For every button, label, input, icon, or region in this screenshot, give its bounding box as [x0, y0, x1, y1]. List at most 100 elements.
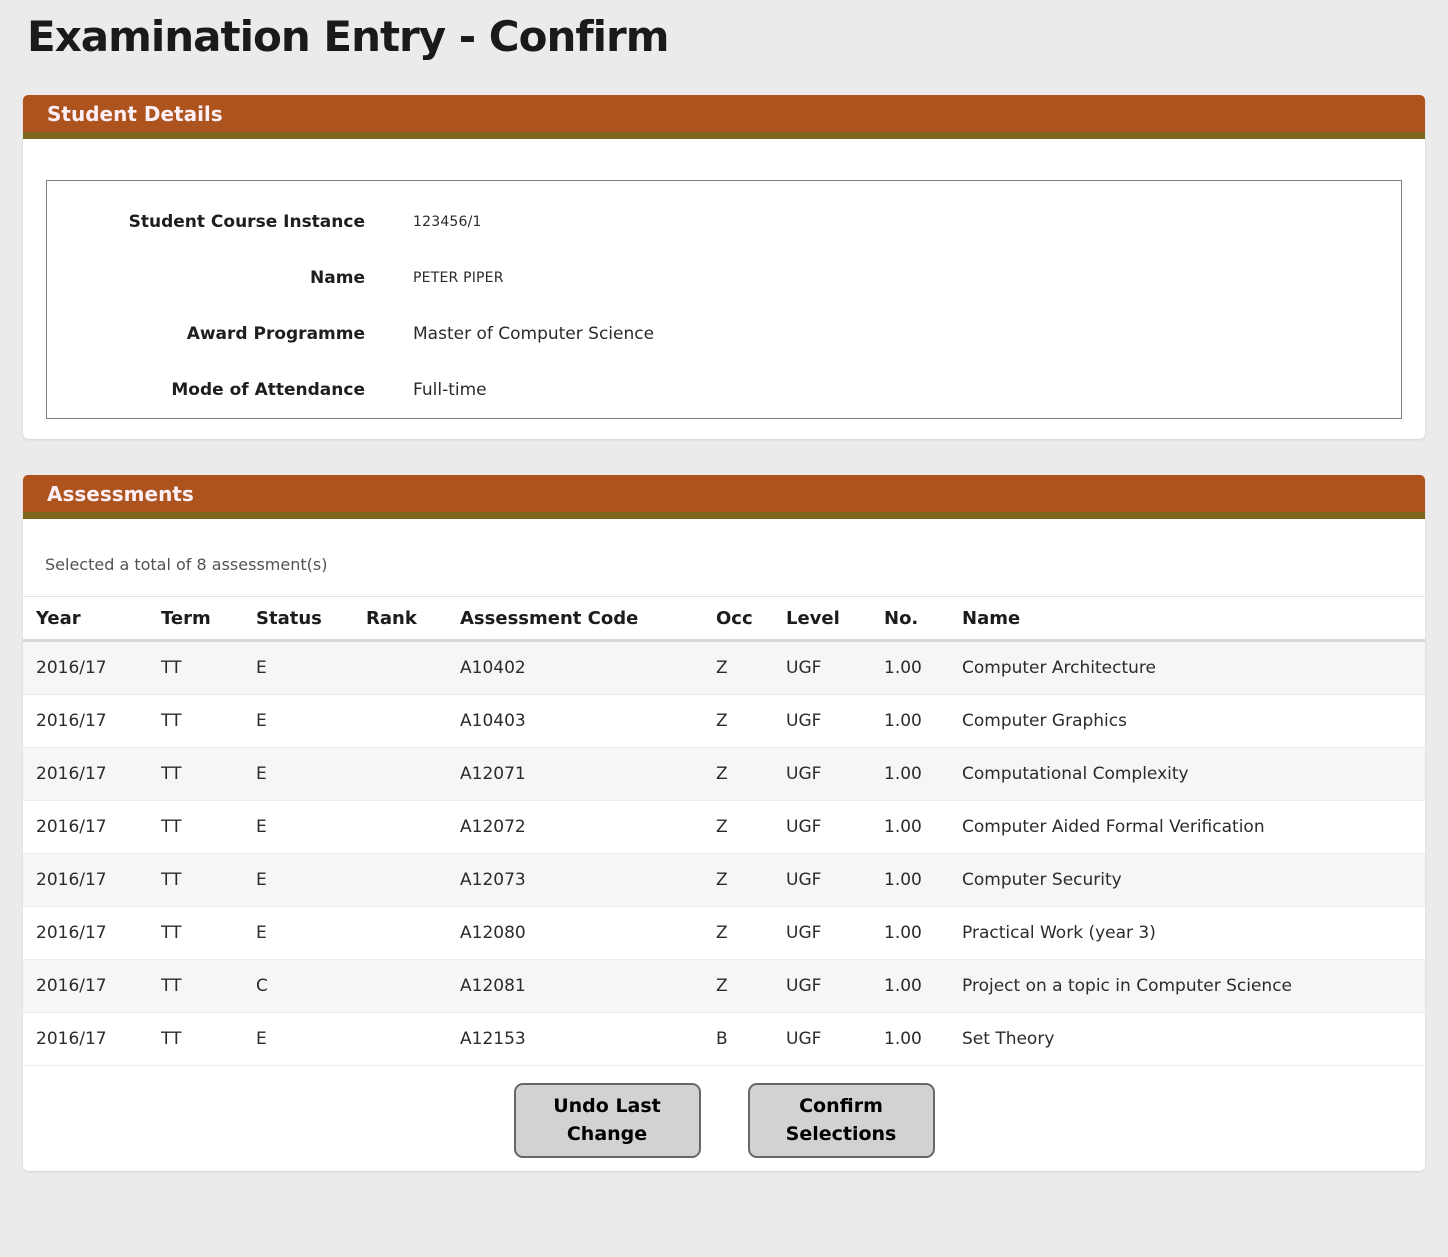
- cell-name: Project on a topic in Computer Science: [962, 976, 1293, 996]
- cell-level: UGF: [786, 658, 822, 678]
- cell-status: C: [256, 976, 268, 996]
- cell-occ: B: [716, 1029, 728, 1049]
- cell-status: E: [256, 870, 267, 890]
- column-header-year: Year: [36, 607, 81, 629]
- student-details-body: Student Course Instance 123456/1 Name PE…: [23, 139, 1425, 439]
- cell-level: UGF: [786, 711, 822, 731]
- cell-no: 1.00: [884, 870, 922, 890]
- cell-term: TT: [161, 817, 182, 837]
- cell-year: 2016/17: [36, 870, 107, 890]
- column-header-occ: Occ: [716, 607, 753, 629]
- cell-year: 2016/17: [36, 764, 107, 784]
- field-value: Master of Computer Science: [413, 324, 655, 344]
- assessments-panel: Assessments Selected a total of 8 assess…: [23, 475, 1425, 1172]
- table-row: 2016/17 TT E A12080 Z UGF 1.00 Practical…: [23, 907, 1425, 960]
- cell-term: TT: [161, 711, 182, 731]
- cell-level: UGF: [786, 870, 822, 890]
- cell-occ: Z: [716, 817, 728, 837]
- cell-occ: Z: [716, 923, 728, 943]
- cell-no: 1.00: [884, 764, 922, 784]
- cell-assessment-code: A12153: [460, 1029, 526, 1049]
- assessments-table-header: Year Term Status Rank Assessment Code Oc…: [23, 596, 1425, 642]
- cell-term: TT: [161, 764, 182, 784]
- cell-term: TT: [161, 658, 182, 678]
- cell-level: UGF: [786, 976, 822, 996]
- assessments-section-title: Assessments: [47, 481, 194, 506]
- table-row: 2016/17 TT E A12073 Z UGF 1.00 Computer …: [23, 854, 1425, 907]
- cell-level: UGF: [786, 1029, 822, 1049]
- cell-status: E: [256, 711, 267, 731]
- cell-no: 1.00: [884, 817, 922, 837]
- field-value: Full-time: [413, 380, 487, 400]
- cell-term: TT: [161, 923, 182, 943]
- column-header-rank: Rank: [366, 607, 417, 629]
- student-details-section-title: Student Details: [47, 101, 223, 126]
- cell-assessment-code: A10402: [460, 658, 526, 678]
- cell-assessment-code: A12080: [460, 923, 526, 943]
- cell-year: 2016/17: [36, 976, 107, 996]
- confirm-selections-button[interactable]: Confirm Selections: [747, 1083, 935, 1159]
- cell-name: Computer Graphics: [962, 711, 1127, 731]
- assessments-section-bar: Assessments: [23, 475, 1425, 519]
- field-row-award-programme: Award Programme Master of Computer Scien…: [47, 306, 1401, 362]
- column-header-status: Status: [256, 607, 322, 629]
- cell-status: E: [256, 923, 267, 943]
- cell-level: UGF: [786, 923, 822, 943]
- cell-assessment-code: A10403: [460, 711, 526, 731]
- table-row: 2016/17 TT E A12153 B UGF 1.00 Set Theor…: [23, 1013, 1425, 1066]
- table-row: 2016/17 TT E A10403 Z UGF 1.00 Computer …: [23, 695, 1425, 748]
- student-details-panel: Student Details Student Course Instance …: [23, 95, 1425, 439]
- cell-term: TT: [161, 870, 182, 890]
- cell-status: E: [256, 764, 267, 784]
- cell-occ: Z: [716, 976, 728, 996]
- cell-no: 1.00: [884, 923, 922, 943]
- table-row: 2016/17 TT E A12072 Z UGF 1.00 Computer …: [23, 801, 1425, 854]
- cell-occ: Z: [716, 658, 728, 678]
- field-label: Name: [310, 268, 365, 288]
- cell-year: 2016/17: [36, 711, 107, 731]
- cell-assessment-code: A12081: [460, 976, 526, 996]
- cell-term: TT: [161, 1029, 182, 1049]
- cell-name: Set Theory: [962, 1029, 1055, 1049]
- cell-term: TT: [161, 976, 182, 996]
- cell-year: 2016/17: [36, 923, 107, 943]
- cell-no: 1.00: [884, 658, 922, 678]
- student-details-section-bar: Student Details: [23, 95, 1425, 139]
- cell-year: 2016/17: [36, 817, 107, 837]
- cell-status: E: [256, 817, 267, 837]
- field-row-student-course-instance: Student Course Instance 123456/1: [47, 194, 1401, 250]
- page-title: Examination Entry - Confirm: [27, 12, 670, 61]
- cell-occ: Z: [716, 711, 728, 731]
- assessments-summary: Selected a total of 8 assessment(s): [45, 555, 328, 574]
- cell-year: 2016/17: [36, 658, 107, 678]
- cell-no: 1.00: [884, 711, 922, 731]
- field-label: Mode of Attendance: [171, 380, 365, 400]
- cell-no: 1.00: [884, 976, 922, 996]
- field-value: PETER PIPER: [413, 270, 504, 286]
- table-row: 2016/17 TT E A10402 Z UGF 1.00 Computer …: [23, 642, 1425, 695]
- button-row: Undo Last Change Confirm Selections: [23, 1083, 1425, 1159]
- undo-last-change-button[interactable]: Undo Last Change: [513, 1083, 701, 1159]
- cell-no: 1.00: [884, 1029, 922, 1049]
- field-row-name: Name PETER PIPER: [47, 250, 1401, 306]
- cell-occ: Z: [716, 870, 728, 890]
- column-header-assessment-code: Assessment Code: [460, 607, 639, 629]
- column-header-term: Term: [161, 607, 211, 629]
- column-header-name: Name: [962, 607, 1021, 629]
- field-label: Award Programme: [186, 324, 365, 344]
- column-header-level: Level: [786, 607, 840, 629]
- cell-name: Computational Complexity: [962, 764, 1189, 784]
- cell-occ: Z: [716, 764, 728, 784]
- cell-name: Computer Aided Formal Verification: [962, 817, 1265, 837]
- cell-name: Practical Work (year 3): [962, 923, 1156, 943]
- cell-name: Computer Security: [962, 870, 1122, 890]
- table-row: 2016/17 TT C A12081 Z UGF 1.00 Project o…: [23, 960, 1425, 1013]
- cell-status: E: [256, 658, 267, 678]
- cell-name: Computer Architecture: [962, 658, 1156, 678]
- column-header-no: No.: [884, 607, 919, 629]
- field-value: 123456/1: [413, 214, 482, 230]
- table-row: 2016/17 TT E A12071 Z UGF 1.00 Computati…: [23, 748, 1425, 801]
- cell-assessment-code: A12073: [460, 870, 526, 890]
- assessments-table-body: 2016/17 TT E A10402 Z UGF 1.00 Computer …: [23, 642, 1425, 1066]
- assessments-body: Selected a total of 8 assessment(s) Year…: [23, 519, 1425, 1171]
